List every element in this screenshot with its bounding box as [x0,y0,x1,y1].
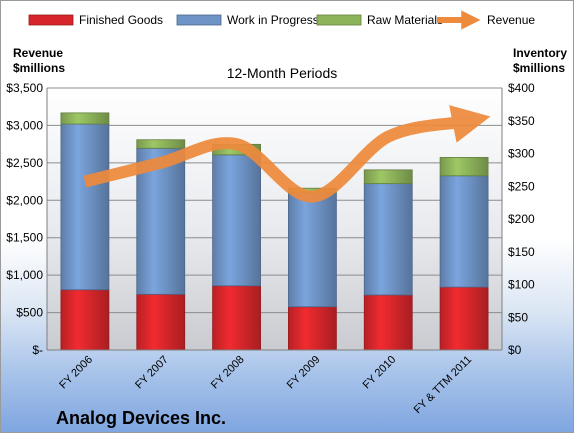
bar-finished-goods [60,289,110,351]
left-tick-label: $3,000 [6,118,43,132]
chart-subtitle: 12-Month Periods [227,65,338,81]
left-axis-title-line1: Revenue [13,46,63,60]
right-tick-label: $350 [508,114,535,128]
legend-label-raw-materials: Raw Materials [367,13,443,27]
bar-work-in-progress [363,183,413,296]
bar-work-in-progress [288,192,337,308]
left-axis-title-line2: $millions [13,61,65,75]
legend-label-finished-goods: Finished Goods [79,13,163,27]
right-tick-label: $250 [508,179,535,193]
category-label: FY 2007 [133,354,171,392]
left-tick-label: $500 [16,306,43,320]
left-tick-label: $3,500 [6,81,43,95]
bar-finished-goods [136,293,186,351]
right-tick-label: $200 [508,212,535,226]
left-tick-label: $1,500 [6,231,43,245]
bar-work-in-progress [439,175,489,288]
left-tick-label: $1,000 [6,268,43,282]
category-label: FY 2008 [209,354,247,392]
bar-raw-materials [363,169,413,185]
legend-label-work-in-progress: Work in Progress [227,13,319,27]
bar-work-in-progress [212,154,261,287]
legend-swatch-finished-goods [28,14,74,26]
bar-raw-materials [136,139,186,149]
left-tick-label: $- [32,343,43,357]
category-label: FY 2006 [57,354,95,392]
category-label: FY & TTM 2011 [412,354,475,417]
bar-finished-goods [439,286,489,351]
right-tick-label: $0 [508,343,522,357]
left-tick-label: $2,500 [6,156,43,170]
legend-label-revenue: Revenue [487,13,535,27]
bar-finished-goods [288,306,337,351]
right-axis-title-line2: $millions [513,61,565,75]
revenue-line [83,105,491,203]
right-tick-label: $300 [508,147,535,161]
category-label: FY 2009 [285,354,323,392]
bar-raw-materials [60,112,110,125]
right-tick-label: $150 [508,245,535,259]
bar-finished-goods [363,294,413,351]
right-tick-label: $50 [508,310,528,324]
bar-raw-materials [439,157,489,177]
right-tick-label: $100 [508,278,535,292]
bar-work-in-progress [60,123,110,291]
right-axis-title-line1: Inventory [513,46,567,60]
bar-finished-goods [212,285,261,351]
legend-swatch-raw-materials [316,14,362,26]
category-label: FY 2010 [361,354,399,392]
legend-swatch-work-in-progress [176,14,222,26]
right-tick-label: $400 [508,81,535,95]
left-tick-label: $2,000 [6,193,43,207]
company-name: Analog Devices Inc. [56,408,226,428]
